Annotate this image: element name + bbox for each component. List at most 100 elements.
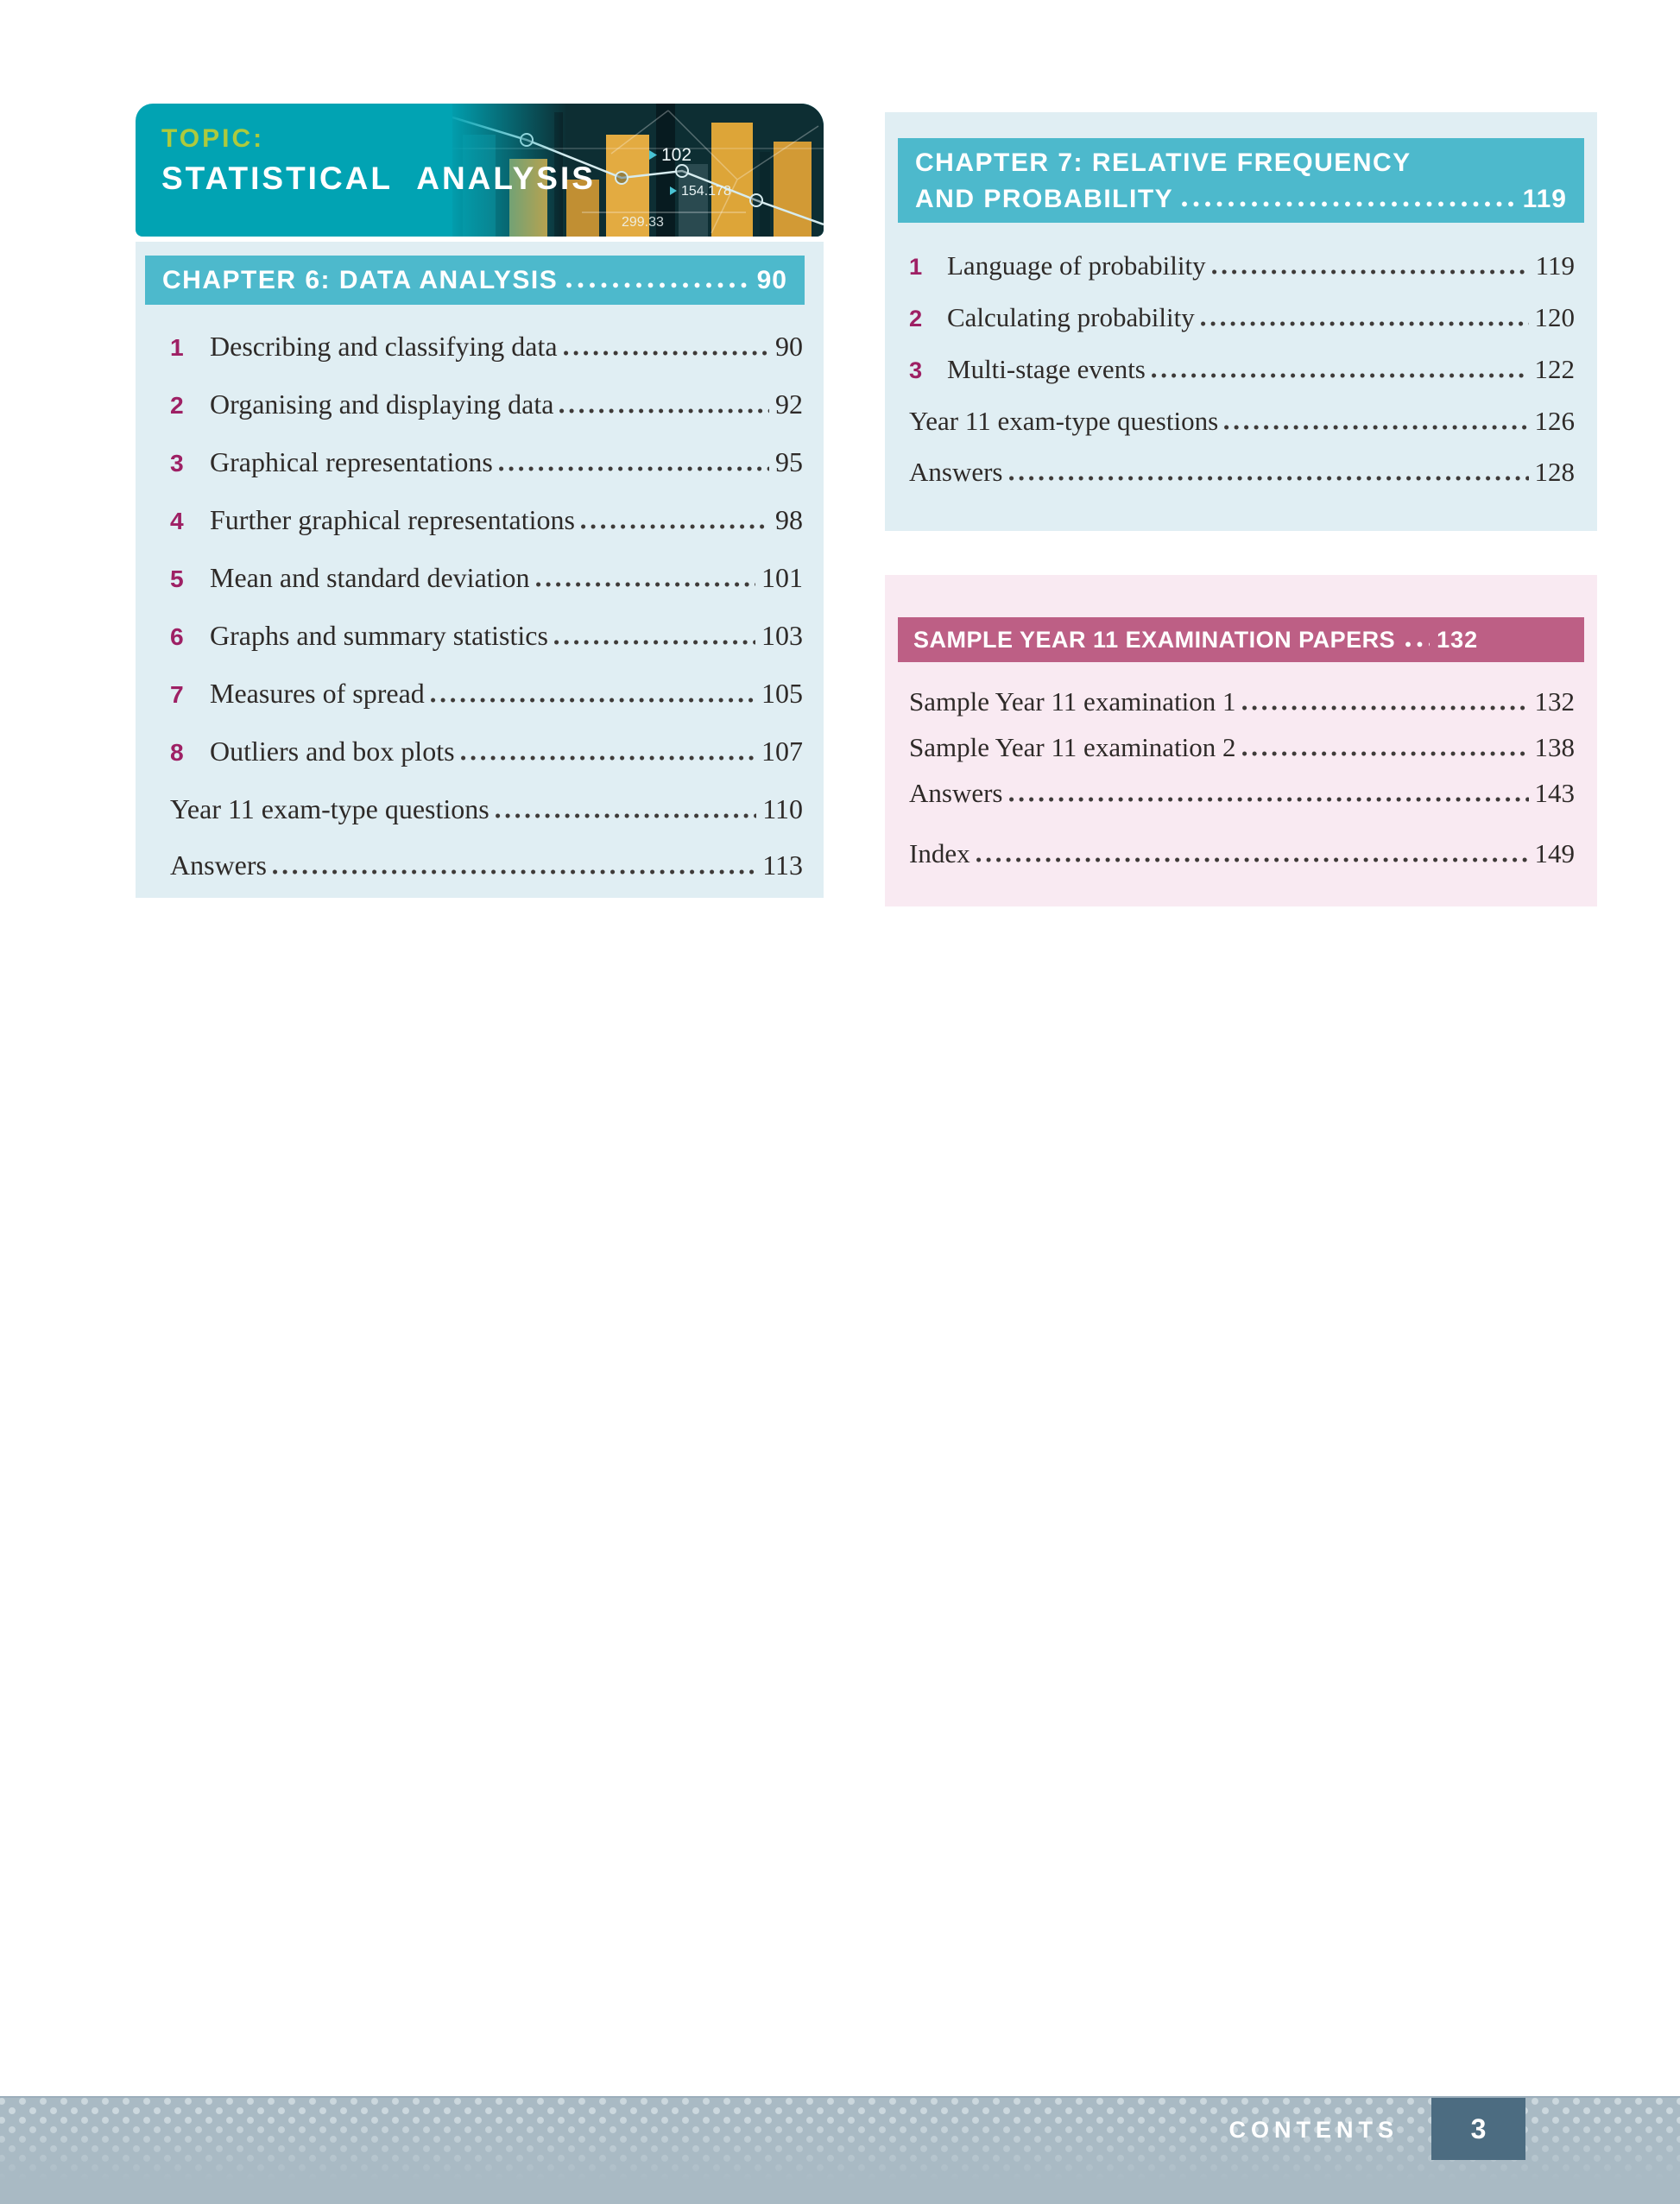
- entry-page: 101: [761, 562, 803, 593]
- entry-page: 90: [775, 331, 803, 362]
- entry-label: Mean and standard deviation: [210, 562, 530, 593]
- sample-papers-page: 132: [1437, 627, 1479, 653]
- dotted-leader: [1008, 797, 1529, 802]
- marker-triangle-icon: [649, 150, 657, 160]
- entry-number: 5: [170, 565, 184, 592]
- toc-entry: Index 149: [909, 837, 1575, 871]
- toc-entry: Year 11 exam-type questions 126: [909, 404, 1575, 439]
- entry-page: 98: [775, 504, 803, 535]
- entry-page: 107: [761, 736, 803, 767]
- dotted-leader: [976, 857, 1529, 862]
- dotted-leader: [1241, 751, 1529, 756]
- dotted-leader: [430, 698, 755, 703]
- dotted-leader: [1211, 269, 1530, 275]
- entry-label: Graphical representations: [210, 446, 493, 477]
- photo-number-label: 299.33: [622, 215, 664, 230]
- page-footer: CONTENTS 3: [0, 2096, 1680, 2204]
- entry-label: Measures of spread: [210, 678, 425, 709]
- entry-number: 2: [909, 305, 923, 332]
- entry-number: 3: [909, 357, 923, 383]
- toc-entry: 7 Measures of spread 105: [170, 674, 803, 714]
- entry-label: Answers: [909, 457, 1003, 487]
- toc-entry: 2 Calculating probability 120: [909, 300, 1575, 336]
- entry-number: 6: [170, 623, 184, 650]
- entry-label: Multi-stage events: [947, 354, 1146, 384]
- photo-number-label: 154.178: [681, 184, 731, 199]
- chapter-7-panel: CHAPTER 7: RELATIVE FREQUENCY AND PROBAB…: [885, 112, 1597, 531]
- entry-label: Index: [909, 838, 970, 868]
- entry-number: 4: [170, 508, 184, 534]
- entry-label: Language of probability: [947, 250, 1206, 281]
- chapter-7-header: CHAPTER 7: RELATIVE FREQUENCY AND PROBAB…: [898, 138, 1584, 223]
- entry-page: 120: [1534, 302, 1576, 332]
- entry-label: Sample Year 11 examination 1: [909, 686, 1236, 717]
- entry-page: 105: [761, 678, 803, 709]
- footer-section-label: CONTENTS: [1228, 2117, 1399, 2143]
- entry-page: 132: [1534, 686, 1576, 717]
- entry-number: 1: [909, 253, 923, 280]
- entry-page: 122: [1534, 354, 1576, 384]
- dotted-leader: [1151, 373, 1529, 378]
- toc-entry: Answers 143: [909, 776, 1575, 811]
- entry-page: 103: [761, 620, 803, 651]
- chapter-6-header: CHAPTER 6: DATA ANALYSIS 90: [145, 256, 805, 305]
- entry-page: 92: [775, 388, 803, 420]
- toc-entry: 4 Further graphical representations 98: [170, 501, 803, 540]
- toc-entry: 8 Outliers and box plots 107: [170, 732, 803, 772]
- entry-page: 128: [1534, 457, 1576, 487]
- chapter-7-title-line-2: AND PROBABILITY 119: [915, 181, 1567, 218]
- sample-papers-title: SAMPLE YEAR 11 EXAMINATION PAPERS: [913, 627, 1396, 653]
- entry-number: 2: [170, 392, 184, 419]
- dotted-leader: [559, 408, 769, 414]
- marker-triangle-icon: [670, 186, 677, 195]
- entry-page: 126: [1534, 406, 1576, 436]
- dotted-leader: [272, 869, 757, 875]
- dotted-leader: [1182, 201, 1514, 207]
- sample-papers-header: SAMPLE YEAR 11 EXAMINATION PAPERS 132: [898, 617, 1584, 662]
- entry-page: 119: [1535, 250, 1575, 281]
- dotted-leader: [535, 582, 755, 587]
- entry-label: Organising and displaying data: [210, 388, 554, 420]
- dotted-leader: [563, 350, 769, 356]
- toc-entry: 5 Mean and standard deviation 101: [170, 559, 803, 598]
- entry-label: Year 11 exam-type questions: [170, 793, 489, 824]
- dotted-leader: [553, 640, 755, 645]
- entry-page: 113: [762, 849, 803, 881]
- banner-text: TOPIC: STATISTICAL ANALYSIS: [161, 124, 596, 197]
- toc-entry: 2 Organising and displaying data 92: [170, 385, 803, 425]
- chapter-7-title: CHAPTER 7: RELATIVE FREQUENCY: [915, 148, 1412, 177]
- entry-label: Graphs and summary statistics: [210, 620, 548, 651]
- chapter-7-title-continued: AND PROBABILITY: [915, 185, 1174, 213]
- toc-entry: Sample Year 11 examination 2 138: [909, 730, 1575, 765]
- sample-papers-toc: Sample Year 11 examination 1 132 Sample Y…: [885, 685, 1597, 871]
- chapter-6-page: 90: [756, 266, 787, 294]
- entry-label: Answers: [909, 778, 1003, 808]
- dotted-leader: [580, 524, 769, 529]
- dotted-leader: [460, 755, 755, 761]
- dotted-leader: [1008, 476, 1529, 481]
- entry-number: 1: [170, 334, 184, 361]
- dotted-leader: [495, 813, 757, 818]
- toc-entry: Year 11 exam-type questions 110: [170, 790, 803, 828]
- chapter-6-panel: CHAPTER 6: DATA ANALYSIS 90 1 Describing …: [136, 242, 824, 898]
- banner-fade-overlay: [446, 104, 567, 237]
- entry-number: 8: [170, 739, 184, 766]
- chapter-6-title: CHAPTER 6: DATA ANALYSIS: [162, 266, 559, 294]
- dotted-leader: [498, 466, 769, 471]
- toc-entry: Sample Year 11 examination 1 132: [909, 685, 1575, 719]
- entry-number: 3: [170, 450, 184, 477]
- entry-label: Outliers and box plots: [210, 736, 455, 767]
- dotted-leader: [1241, 705, 1529, 710]
- dotted-leader: [1224, 425, 1529, 430]
- toc-entry: 1 Describing and classifying data 90: [170, 327, 803, 367]
- dotted-leader: [1200, 321, 1529, 326]
- entry-page: 143: [1534, 778, 1576, 808]
- chapter-7-page: 119: [1522, 185, 1567, 213]
- dotted-leader: [566, 282, 748, 288]
- toc-entry: 3 Multi-stage events 122: [909, 352, 1575, 388]
- toc-entry: 1 Language of probability 119: [909, 249, 1575, 284]
- sample-papers-panel: SAMPLE YEAR 11 EXAMINATION PAPERS 132 Sa…: [885, 575, 1597, 906]
- toc-entry: 6 Graphs and summary statistics 103: [170, 616, 803, 656]
- page-number: 3: [1470, 2112, 1487, 2144]
- toc-entry: 3 Graphical representations 95: [170, 443, 803, 483]
